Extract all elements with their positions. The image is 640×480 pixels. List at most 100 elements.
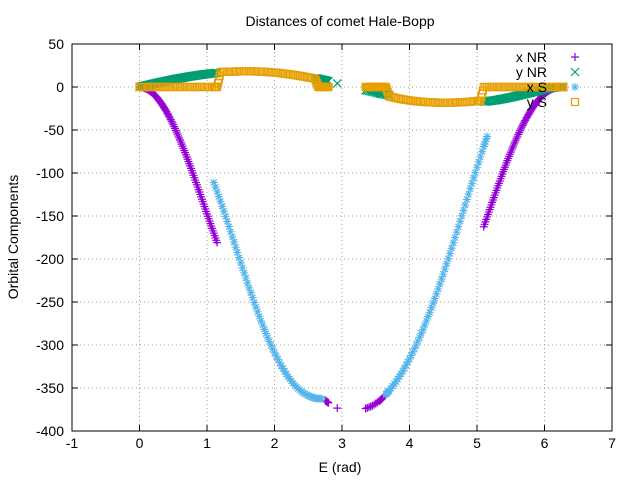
data-point bbox=[263, 333, 272, 342]
data-point bbox=[376, 395, 385, 404]
data-point bbox=[482, 135, 491, 144]
data-point bbox=[514, 130, 523, 139]
data-point bbox=[506, 148, 515, 157]
data-point bbox=[282, 370, 291, 379]
data-point bbox=[243, 279, 252, 288]
data-point bbox=[397, 369, 406, 378]
data-point bbox=[439, 270, 448, 279]
data-point bbox=[415, 333, 424, 342]
data-point bbox=[442, 259, 451, 268]
y-tick-label: -50 bbox=[44, 122, 64, 138]
data-point bbox=[169, 120, 178, 129]
data-point bbox=[241, 274, 250, 283]
data-point bbox=[481, 137, 490, 146]
ticks: -1 0 1 2 3 4 5 6 7 -400 -350 -300 -250 -200 -150 -100 -5… bbox=[36, 36, 616, 451]
data-point bbox=[516, 124, 525, 133]
data-point bbox=[413, 337, 422, 346]
data-point bbox=[240, 268, 249, 277]
data-point bbox=[253, 307, 262, 316]
data-point bbox=[216, 197, 225, 206]
data-point bbox=[219, 207, 228, 216]
data-point bbox=[310, 74, 320, 83]
data-point bbox=[515, 128, 524, 137]
data-point bbox=[223, 217, 232, 226]
data-point bbox=[400, 364, 409, 373]
data-point bbox=[430, 294, 439, 303]
data-point bbox=[474, 158, 483, 167]
data-point bbox=[270, 348, 279, 357]
data-point bbox=[171, 126, 180, 135]
legend-label: y S bbox=[527, 94, 547, 110]
data-point bbox=[324, 82, 333, 92]
data-point bbox=[510, 139, 519, 148]
data-point bbox=[272, 352, 281, 361]
data-point bbox=[309, 393, 318, 402]
data-point bbox=[230, 238, 238, 247]
legend-label: x S bbox=[527, 79, 547, 95]
x-tick-label: 5 bbox=[473, 435, 481, 451]
x-axis-label: E (rad) bbox=[319, 459, 362, 475]
data-point bbox=[170, 122, 179, 131]
data-point bbox=[168, 119, 177, 128]
data-point bbox=[512, 134, 521, 143]
data-point bbox=[165, 112, 174, 121]
y-axis-label: Orbital Components bbox=[5, 175, 21, 300]
legend-marker bbox=[571, 83, 579, 91]
data-point bbox=[392, 377, 400, 386]
data-point bbox=[221, 212, 230, 221]
data-point bbox=[363, 403, 372, 412]
chart-title: Distances of comet Hale-Bopp bbox=[245, 13, 434, 29]
data-point bbox=[361, 404, 370, 413]
data-point bbox=[251, 303, 260, 312]
data-point bbox=[432, 289, 441, 298]
data-point bbox=[224, 222, 233, 231]
data-point bbox=[446, 249, 454, 258]
data-point bbox=[508, 144, 517, 153]
data-point bbox=[267, 341, 276, 350]
legend-label: y NR bbox=[516, 64, 547, 80]
data-point bbox=[518, 121, 527, 130]
data-point bbox=[246, 288, 255, 297]
y-tick-label: -250 bbox=[36, 294, 64, 310]
x-tick-label: 0 bbox=[136, 435, 144, 451]
data-point bbox=[262, 329, 271, 338]
data-point bbox=[209, 178, 218, 187]
data-point bbox=[393, 375, 402, 384]
data-point bbox=[434, 284, 443, 293]
data-point bbox=[516, 126, 525, 135]
x-tick-label: 1 bbox=[203, 435, 211, 451]
data-point bbox=[366, 402, 375, 411]
data-point bbox=[424, 312, 433, 321]
data-point bbox=[444, 254, 453, 263]
data-point bbox=[469, 173, 478, 182]
y-tick-label: 50 bbox=[48, 36, 64, 52]
data-point bbox=[365, 403, 373, 412]
data-point bbox=[510, 137, 519, 146]
data-point bbox=[268, 345, 277, 354]
data-point bbox=[452, 228, 461, 237]
data-point bbox=[517, 123, 526, 132]
data-point bbox=[408, 347, 417, 356]
data-point bbox=[456, 217, 465, 226]
data-point bbox=[457, 211, 466, 220]
data-point bbox=[507, 146, 516, 155]
data-point bbox=[245, 283, 254, 292]
data-point bbox=[174, 132, 183, 141]
data-point bbox=[403, 357, 412, 366]
data-point bbox=[461, 200, 470, 209]
data-point bbox=[479, 142, 488, 151]
data-point bbox=[405, 354, 414, 363]
data-point bbox=[332, 79, 342, 88]
data-point bbox=[305, 392, 314, 401]
data-point bbox=[218, 202, 227, 211]
data-point bbox=[417, 329, 426, 338]
data-point bbox=[167, 117, 176, 126]
data-point bbox=[307, 392, 316, 401]
data-point bbox=[236, 258, 245, 267]
data-point bbox=[395, 372, 404, 381]
data-point bbox=[214, 192, 223, 201]
data-point bbox=[231, 243, 240, 252]
data-point bbox=[213, 187, 222, 196]
data-point bbox=[170, 124, 179, 133]
y-tick-label: 0 bbox=[56, 79, 64, 95]
